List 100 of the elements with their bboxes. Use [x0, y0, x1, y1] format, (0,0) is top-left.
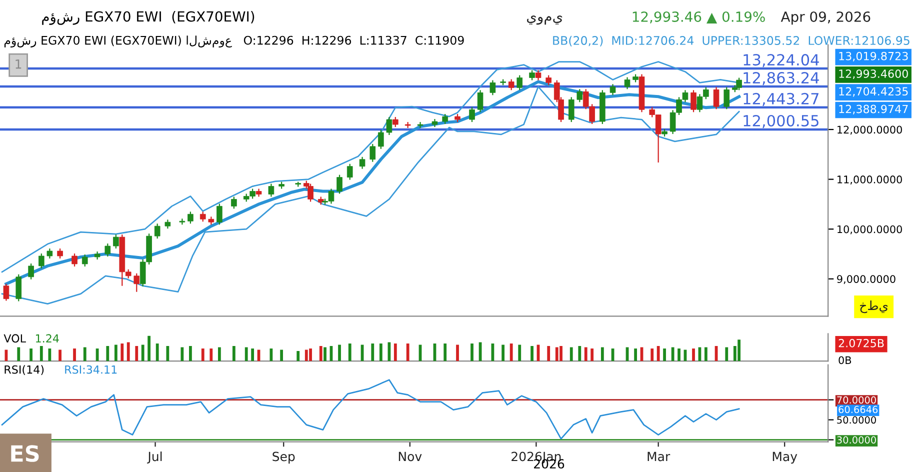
- bar: [114, 344, 118, 362]
- chart-subtitle: RSI:34.11: [65, 365, 117, 374]
- candlestick: [104, 242, 111, 258]
- bar: [678, 348, 680, 362]
- candlestick: [359, 156, 366, 170]
- bar: [309, 348, 312, 362]
- x-tick-label: Mar: [648, 452, 670, 462]
- candlestick: [529, 70, 535, 81]
- bar: [73, 348, 76, 362]
- bar: [270, 348, 273, 362]
- bar: [725, 347, 728, 362]
- bar: [371, 343, 374, 362]
- bar: [83, 347, 86, 362]
- bar: [379, 343, 382, 362]
- text: 60.6646: [838, 406, 878, 414]
- bar: [704, 347, 708, 362]
- ref-line-label: 12,863.24: [744, 72, 819, 86]
- y-tick-label: 11,000.0000: [838, 176, 902, 184]
- bar: [671, 347, 674, 362]
- candlestick: [38, 252, 44, 269]
- candlestick: [386, 116, 392, 136]
- bar: [156, 343, 159, 362]
- candlestick: [508, 78, 514, 91]
- bar: [244, 347, 248, 362]
- bar: [388, 342, 391, 362]
- bar: [141, 344, 144, 362]
- y-tick-label: 70.0000: [837, 396, 876, 404]
- bar: [584, 347, 588, 362]
- x-tick-label: May: [772, 452, 798, 464]
- bar: [578, 346, 582, 362]
- ref-line-label: 12,443.27: [744, 92, 818, 106]
- bar: [218, 347, 221, 362]
- candlestick: [713, 86, 720, 110]
- candlestick: [370, 143, 376, 162]
- text: 12,704.4235: [839, 87, 908, 97]
- candlestick: [690, 90, 696, 113]
- bar: [40, 346, 43, 362]
- bar: [444, 343, 447, 362]
- y-tick-label: 10,000.0000: [838, 225, 902, 234]
- text: 0B: [838, 356, 852, 364]
- chart-title: مؤشر EGX70 EWI (EGX70EWI): [42, 10, 254, 25]
- candlestick: [82, 254, 88, 267]
- ref-line-label: 12,000.55: [744, 114, 818, 128]
- bar: [126, 342, 130, 362]
- text: يومي: [527, 16, 562, 25]
- bar: [180, 347, 184, 362]
- candlestick: [231, 196, 237, 210]
- bar: [296, 351, 300, 362]
- candlestick: [134, 272, 140, 292]
- bar: [634, 348, 637, 362]
- bar: [166, 346, 170, 362]
- bar: [319, 346, 322, 362]
- candlestick: [57, 248, 63, 260]
- bar: [510, 343, 513, 362]
- line-series: [1, 379, 740, 440]
- bar: [30, 348, 32, 362]
- bar: [17, 347, 20, 362]
- bar: [530, 346, 534, 362]
- candlestick: [113, 234, 119, 250]
- y-tick-label: 50.0000: [837, 416, 876, 424]
- bar: [135, 346, 138, 362]
- candlestick: [546, 74, 552, 86]
- bar: [251, 348, 254, 362]
- bar: [555, 347, 558, 362]
- candlestick: [336, 174, 342, 194]
- x-tick-label: Nov: [398, 452, 422, 462]
- bar: [590, 348, 594, 362]
- candlestick: [216, 203, 222, 226]
- chart-title: VOL: [4, 334, 26, 343]
- candlestick: [308, 183, 314, 202]
- text: Apr 09, 2026: [780, 11, 870, 25]
- bar: [280, 350, 283, 362]
- text: 12,993.46 ▲ 0.19%: [632, 11, 765, 24]
- text: 12,388.9747: [839, 104, 908, 114]
- text: خطي: [860, 300, 888, 314]
- candlestick: [568, 96, 574, 123]
- text: 13,019.8723: [839, 52, 908, 62]
- candlestick: [516, 74, 523, 91]
- candlestick: [72, 252, 78, 267]
- candlestick: [624, 76, 630, 90]
- x-tick-label: Jul: [147, 452, 162, 464]
- candlestick: [477, 90, 484, 113]
- bar: [470, 343, 474, 362]
- candlestick: [469, 106, 475, 123]
- bar: [547, 346, 550, 362]
- bar: [663, 348, 666, 362]
- text: 12,993.4600: [839, 70, 908, 80]
- bar: [189, 346, 192, 362]
- annotation: 1: [16, 59, 22, 69]
- bar: [210, 348, 213, 362]
- bar: [48, 348, 52, 362]
- bar: [570, 347, 573, 362]
- ref-line-label: 13,224.04: [744, 54, 819, 68]
- candlestick: [610, 84, 616, 96]
- bar: [120, 343, 124, 362]
- chart-subtitle: 1.24: [36, 334, 59, 342]
- bar: [650, 348, 654, 362]
- y-tick-label: 30.0000: [837, 436, 876, 444]
- x-tick-label: Sep: [272, 452, 295, 464]
- bar: [348, 343, 352, 362]
